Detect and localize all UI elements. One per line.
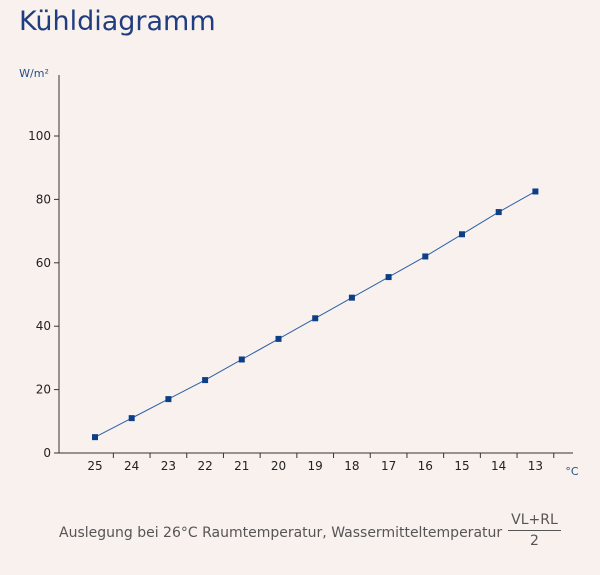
x-tick-label: 24 — [124, 459, 139, 473]
data-point-marker — [348, 294, 355, 301]
data-point-marker — [128, 415, 135, 422]
x-tick-label: 23 — [161, 459, 176, 473]
x-tick-label: 21 — [234, 459, 249, 473]
y-tick-label: 80 — [36, 192, 51, 206]
x-tick-label: 20 — [271, 459, 286, 473]
data-point-marker — [532, 188, 539, 195]
chart-caption: Auslegung bei 26°C Raumtemperatur, Wasse… — [59, 512, 561, 551]
data-point-marker — [459, 231, 465, 238]
chart-axes — [58, 75, 573, 454]
x-tick-label: 15 — [454, 459, 469, 473]
x-tick-label: 14 — [491, 459, 506, 473]
caption-text: Auslegung bei 26°C Raumtemperatur, Wasse… — [59, 524, 503, 541]
y-axis-unit: W/m² — [19, 67, 49, 80]
data-point-marker — [238, 356, 245, 363]
data-point-marker — [92, 434, 98, 441]
y-tick-label: 100 — [28, 129, 51, 143]
chart-title: Kühldiagramm — [19, 6, 216, 37]
data-point-marker — [422, 253, 429, 260]
x-tick-label: 18 — [344, 459, 359, 473]
fraction-numerator: VL+RL — [508, 512, 561, 531]
fraction-denominator: 2 — [530, 533, 539, 549]
y-tick-label: 40 — [36, 319, 51, 333]
series-line — [94, 191, 536, 438]
y-tick-label: 0 — [43, 446, 51, 460]
y-tick-label: 60 — [36, 256, 51, 270]
data-point-marker — [495, 209, 502, 216]
y-tick-label: 20 — [36, 383, 51, 397]
x-tick-label: 25 — [87, 459, 102, 473]
data-point-marker — [165, 396, 172, 403]
x-tick-label: 16 — [418, 459, 433, 473]
data-point-marker — [275, 335, 282, 342]
caption-fraction: VL+RL 2 — [508, 512, 561, 549]
x-tick-label: 22 — [197, 459, 212, 473]
x-tick-label: 17 — [381, 459, 396, 473]
x-axis-unit: °C — [565, 465, 579, 478]
data-point-marker — [312, 315, 319, 322]
data-point-marker — [385, 274, 392, 281]
y-axis-ticks: 0 20 40 60 80 100 — [28, 129, 59, 460]
data-series — [92, 188, 539, 441]
data-point-marker — [202, 377, 209, 384]
x-tick-label: 13 — [528, 459, 543, 473]
x-axis-ticks: 25 24 23 22 21 20 19 18 17 16 15 14 13 — [87, 453, 555, 473]
x-tick-label: 19 — [308, 459, 323, 473]
